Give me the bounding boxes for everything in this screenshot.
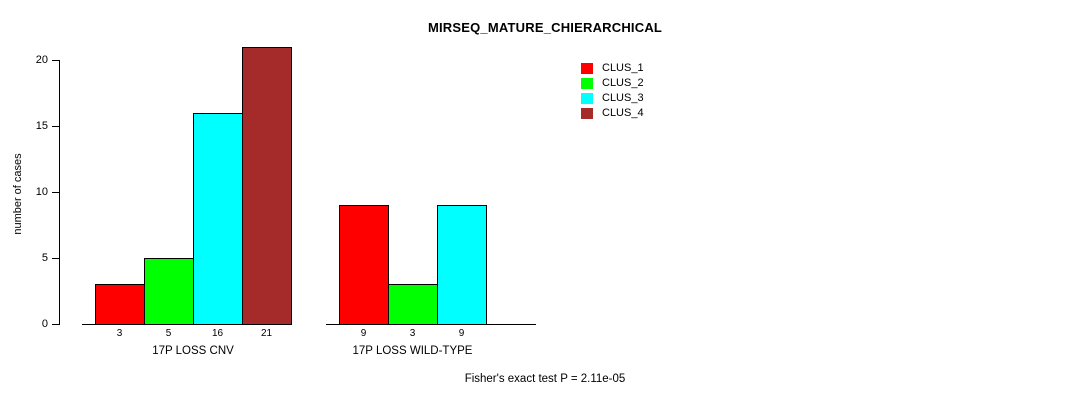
bar-value-label: 21	[260, 328, 273, 339]
group-label: 17P LOSS CNV	[152, 345, 234, 357]
legend-color-swatch	[581, 63, 593, 74]
bar-value-label: 9	[360, 328, 367, 339]
y-axis-tick	[52, 126, 59, 127]
legend-color-swatch	[581, 93, 593, 104]
x-axis-line	[82, 324, 292, 325]
x-axis-line	[326, 324, 536, 325]
y-axis-tick-label: 0	[41, 318, 48, 330]
y-axis-tick-label: 10	[35, 186, 48, 198]
bar	[388, 284, 438, 325]
y-axis-tick	[52, 192, 59, 193]
legend-item-label: CLUS_2	[602, 77, 644, 89]
legend-item-label: CLUS_1	[602, 62, 644, 74]
bar	[193, 112, 243, 325]
bar-value-label: 16	[211, 328, 224, 339]
bar-value-label: 3	[409, 328, 416, 339]
bar	[242, 46, 292, 325]
bar	[437, 205, 487, 325]
group-label: 17P LOSS WILD-TYPE	[352, 345, 473, 357]
bar	[144, 258, 194, 325]
legend-item-label: CLUS_4	[602, 107, 644, 119]
bar-value-label: 3	[116, 328, 123, 339]
y-axis-title: number of cases	[12, 153, 24, 235]
y-axis-tick	[52, 258, 59, 259]
legend-color-swatch	[581, 78, 593, 89]
bar	[95, 284, 145, 325]
legend-color-swatch	[581, 108, 593, 119]
bar-value-label: 9	[458, 328, 465, 339]
y-axis-tick	[52, 324, 59, 325]
y-axis-tick-label: 20	[35, 54, 48, 66]
legend-item-label: CLUS_3	[602, 92, 644, 104]
bar-value-label: 5	[165, 328, 172, 339]
y-axis-tick-label: 15	[35, 120, 48, 132]
y-axis-tick-label: 5	[41, 252, 48, 264]
chart-title: MIRSEQ_MATURE_CHIERARCHICAL	[427, 20, 663, 35]
statistical-annotation: Fisher's exact test P = 2.11e-05	[464, 373, 626, 385]
bar	[339, 205, 389, 325]
y-axis-line	[59, 60, 60, 325]
y-axis-tick	[52, 60, 59, 61]
